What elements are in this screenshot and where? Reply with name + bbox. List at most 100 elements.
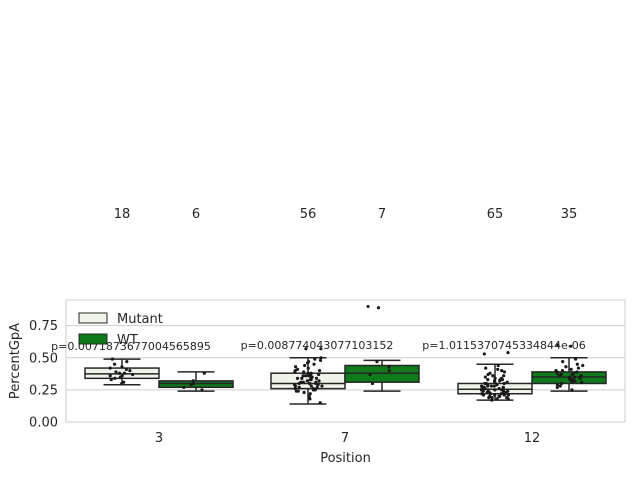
data-point [495,383,499,387]
data-point [113,376,117,380]
data-point [293,383,297,387]
y-tick-label: 0.50 [29,351,58,366]
data-point [479,384,484,388]
data-point [484,366,488,370]
data-point [484,381,488,386]
data-point [309,384,313,388]
data-point [308,392,312,396]
data-point [293,387,297,391]
data-point [120,374,124,378]
box-wt-12 [531,357,607,392]
data-point [575,362,579,366]
sample-count: 65 [487,207,504,222]
data-point [131,372,135,377]
data-point [375,360,379,364]
data-point [182,385,186,389]
data-point [314,380,318,384]
data-point [502,374,506,378]
legend-swatch-wt [78,333,108,345]
data-point [487,390,491,395]
data-point [569,367,573,371]
data-point [299,380,303,384]
p-value-labels: p=0.0071873677004565895 p=0.0087740430771… [51,339,586,353]
data-point [308,378,312,382]
data-point [109,378,113,382]
box-wt-7 [344,359,420,392]
data-point [308,397,312,401]
data-point [301,380,306,384]
sample-counts: 18 6 56 7 65 35 [114,207,578,222]
data-point [493,376,497,380]
data-point [506,389,510,393]
data-point [108,374,112,378]
data-point [500,369,504,373]
data-point [295,376,300,380]
data-point [556,343,560,347]
data-point [295,367,300,371]
data-point [505,396,509,400]
data-point [495,397,499,401]
data-point [561,360,565,364]
data-point [555,385,559,389]
data-point [581,363,585,368]
data-point [302,370,306,374]
sample-count: 56 [300,207,317,222]
data-point [506,351,510,355]
data-point [309,371,313,375]
data-point [117,371,122,375]
data-point [122,380,126,384]
data-point [317,369,322,373]
data-point [125,360,129,364]
data-point [110,357,115,361]
data-point [497,387,501,391]
data-point [570,388,574,392]
data-point [309,375,313,379]
x-tick-label: 7 [341,431,349,446]
data-point [579,374,584,378]
legend-label-wt: WT [117,333,138,348]
sample-count: 35 [561,207,578,222]
data-point [304,374,308,378]
data-point [486,378,490,382]
data-point [497,394,501,398]
data-point [576,366,581,370]
data-point [320,384,324,388]
data-point [114,370,118,374]
data-point [191,381,196,386]
p-value-label: p=1.0115370745334844e-06 [422,339,585,352]
legend-swatch-mutant [78,312,108,324]
data-point [387,369,391,373]
data-point [120,365,124,369]
data-point [488,394,492,398]
data-point [313,357,317,361]
box-wt-3 [158,371,234,392]
data-point [493,393,497,397]
legend: Mutant WT [78,312,163,348]
y-tick-label: 0.75 [29,319,58,334]
data-point [112,362,117,366]
data-point [200,388,204,392]
data-point [483,375,487,379]
data-point [491,374,495,378]
data-point [308,381,312,386]
data-point [297,385,301,389]
data-point [303,363,307,368]
data-point [502,393,506,397]
data-point [489,384,494,388]
data-point [558,384,562,388]
data-point [573,357,578,361]
data-point [490,398,494,402]
data-point [319,356,323,360]
data-point [318,358,323,362]
x-tick-label: 3 [155,431,163,446]
data-point [570,378,574,382]
data-point [569,344,573,348]
data-point [486,384,490,388]
data-point [317,379,321,383]
data-point [506,393,511,397]
data-point [314,376,319,380]
data-point [493,388,497,392]
data-point [387,365,391,369]
data-point [128,369,132,373]
